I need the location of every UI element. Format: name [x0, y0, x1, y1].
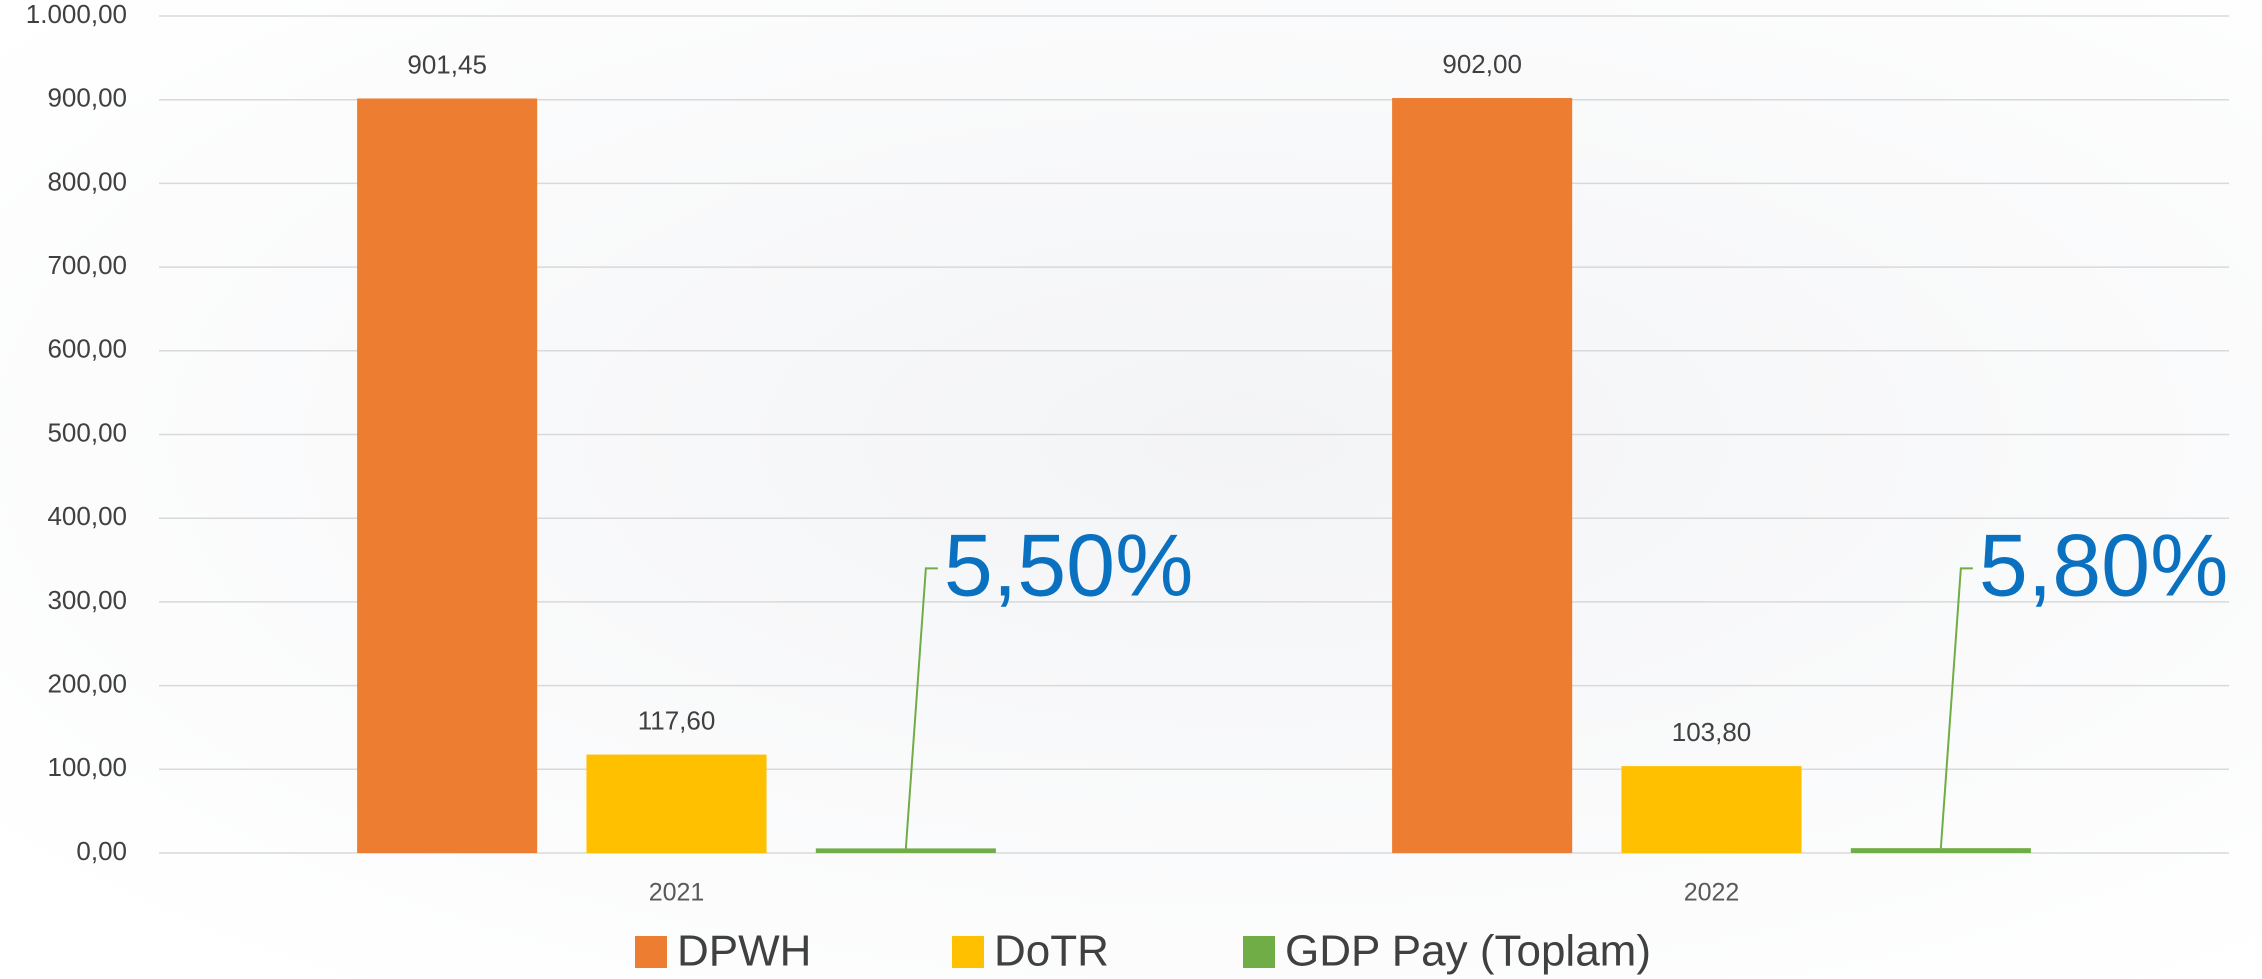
- data-label: 117,60: [638, 705, 716, 735]
- y-tick-label: 0,00: [76, 836, 127, 866]
- callout-line: [904, 567, 938, 849]
- y-tick-label: 100,00: [47, 752, 127, 782]
- y-tick-label: 500,00: [47, 417, 127, 447]
- legend-swatch: [952, 936, 984, 968]
- legend-label: GDP Pay (Toplam): [1285, 927, 1651, 976]
- legend-label: DPWH: [677, 927, 811, 976]
- bar: [586, 754, 767, 853]
- y-tick-label: 400,00: [47, 501, 127, 531]
- y-tick-label: 900,00: [47, 83, 127, 113]
- legend-swatch: [1243, 936, 1275, 968]
- x-tick-label: 2021: [649, 879, 705, 907]
- y-tick-label: 300,00: [47, 585, 127, 615]
- y-tick-label: 1.000,00: [26, 0, 127, 29]
- bar: [1392, 98, 1573, 853]
- legend-swatch: [635, 936, 667, 968]
- bar: [815, 848, 996, 853]
- bar: [1850, 848, 2031, 853]
- legend-label: DoTR: [994, 927, 1109, 976]
- bar: [1621, 766, 1802, 853]
- callout-line: [1939, 567, 1973, 849]
- x-tick-label: 2022: [1684, 879, 1740, 907]
- callout-label: 5,50%: [944, 516, 1194, 615]
- y-tick-label: 800,00: [47, 166, 127, 196]
- y-tick-label: 600,00: [47, 334, 127, 364]
- data-label: 901,45: [407, 49, 487, 79]
- data-label: 103,80: [1672, 717, 1752, 747]
- data-label: 902,00: [1442, 49, 1522, 79]
- callout-label: 5,80%: [1979, 516, 2229, 615]
- y-tick-label: 700,00: [47, 250, 127, 280]
- bar: [357, 98, 538, 854]
- y-tick-label: 200,00: [47, 668, 127, 698]
